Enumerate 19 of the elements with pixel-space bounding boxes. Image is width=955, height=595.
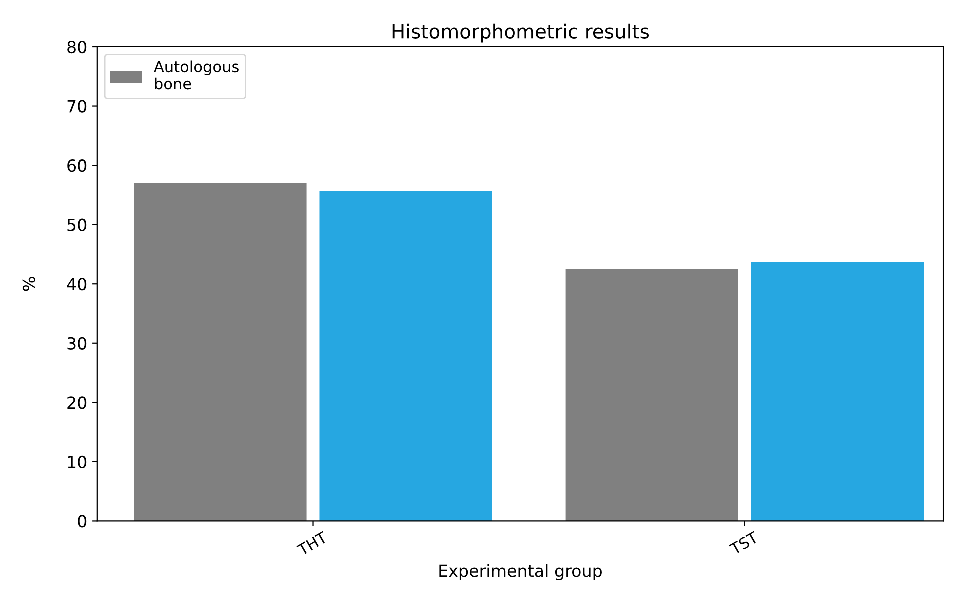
bar xyxy=(566,269,738,522)
y-tick-label: 10 xyxy=(68,456,87,469)
y-tick-label: 80 xyxy=(68,40,87,54)
y-tick-label: 50 xyxy=(68,218,87,232)
bar xyxy=(134,183,307,522)
y-tick-label: 40 xyxy=(67,278,87,291)
x-axis-title: Experimental group xyxy=(440,564,602,581)
x-tick-label: TST xyxy=(729,531,760,556)
y-axis-title: % xyxy=(22,277,36,292)
bar xyxy=(320,191,492,522)
chart-title: Histomorphometric results xyxy=(392,24,650,43)
y-tick-label: 20 xyxy=(68,396,87,410)
y-tick-label: 0 xyxy=(78,515,87,528)
y-tick-label: 60 xyxy=(68,160,87,172)
legend-label: Autologous bone xyxy=(154,60,239,90)
y-tick-label: 70 xyxy=(68,100,87,113)
x-tick-label: THT xyxy=(296,531,328,556)
bar xyxy=(751,262,924,522)
y-tick-label: 30 xyxy=(68,337,87,350)
